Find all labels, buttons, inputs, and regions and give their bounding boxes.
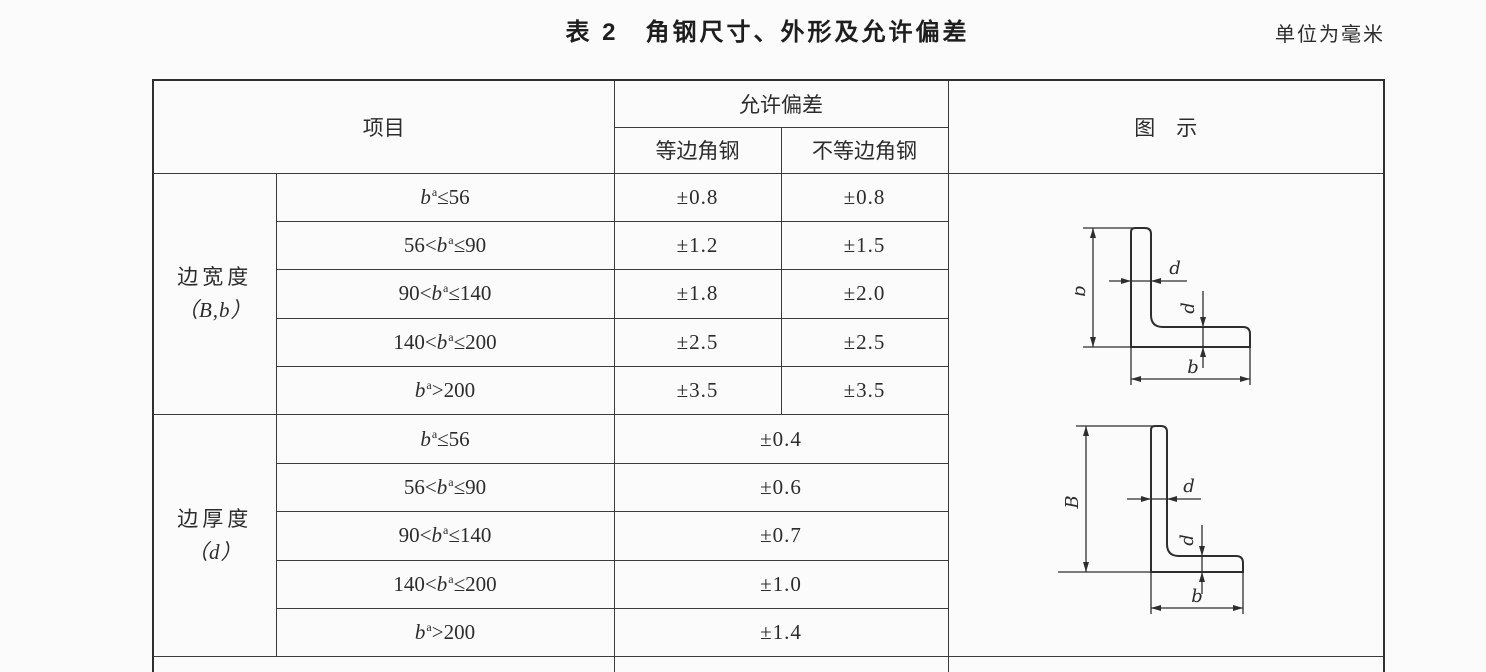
angle-profile-outline — [1129, 226, 1251, 348]
dimension-arrows — [1082, 425, 1243, 611]
range-cell: 140<ba≤200 — [275, 317, 615, 368]
range-cell: 140<ba≤200 — [275, 559, 615, 610]
header-deviation: 允许偏差 — [613, 79, 949, 128]
angle-steel-tolerance-table: 项目 允许偏差 图 示 等边角钢 不等边角钢 边宽度 （B,b） ba≤56 ±… — [152, 79, 1385, 672]
unequal-angle-section-diagram: B d d b — [1057, 424, 1244, 614]
table-row: 边厚度 （d） ba≤56 ±0.4 — [152, 414, 1384, 658]
partial-cell — [947, 656, 1385, 672]
deviation-unequal-cell: ±1.5 — [780, 220, 949, 271]
range-cell: 56<ba≤90 — [275, 462, 615, 513]
range-cell: 90<ba≤140 — [275, 269, 615, 319]
table-row-partial — [152, 656, 1385, 672]
range-cell: ba>200 — [275, 608, 615, 658]
illustration-cell: b d d b — [947, 172, 1385, 658]
unit-note: 单位为毫米 — [1275, 24, 1385, 46]
range-cell: 90<ba≤140 — [275, 511, 615, 561]
deviation-equal-cell: ±1.8 — [613, 269, 782, 319]
table-row: 140<ba≤200 ±2.5 ±2.5 — [153, 317, 1384, 368]
dim-label-b-left: b — [1075, 285, 1090, 297]
partial-cell — [613, 656, 949, 672]
deviation-equal-cell: ±3.5 — [613, 366, 782, 416]
deviation-equal-cell: ±0.8 — [613, 172, 782, 222]
deviation-cell: ±0.7 — [613, 511, 949, 561]
deviation-cell: ±0.6 — [613, 462, 949, 513]
header-equal-angle: 等边角钢 — [613, 126, 782, 174]
equal-angle-section-diagram: b d d b — [1075, 226, 1251, 385]
dim-label-d-web: d — [1183, 476, 1195, 497]
dim-label-d-flange: d — [1177, 534, 1198, 546]
table-row: 56<ba≤90 ±0.6 — [153, 462, 1384, 513]
header-illustration: 图 示 — [947, 79, 1385, 174]
header-unequal-angle: 不等边角钢 — [780, 126, 949, 174]
table-row: 90<ba≤140 ±1.8 ±2.0 — [153, 269, 1384, 319]
deviation-cell: ±1.0 — [613, 559, 949, 610]
range-cell: ba≤56 — [275, 414, 615, 464]
table-row: 140<ba≤200 ±1.0 — [153, 559, 1384, 610]
deviation-unequal-cell: ±3.5 — [780, 366, 949, 416]
range-cell: ba≤56 — [275, 172, 615, 222]
dim-label-d-web: d — [1169, 258, 1181, 279]
group-label-edge-width: 边宽度 （B,b） — [152, 172, 277, 416]
group-label-symbols: （d） — [187, 539, 243, 564]
group-label-text: 边宽度 — [177, 265, 253, 290]
table-row: ba>200 ±1.4 — [153, 608, 1384, 658]
partial-cell — [152, 656, 615, 672]
dimension-arrows — [1089, 227, 1250, 382]
dim-label-b-bottom: b — [1191, 586, 1203, 607]
header-item: 项目 — [152, 79, 615, 174]
table-row: 边宽度 （B,b） ba≤56 ±0.8 ±0.8 — [152, 172, 1385, 658]
group-label-edge-thickness: 边厚度 （d） — [152, 414, 277, 658]
deviation-equal-cell: ±1.2 — [613, 220, 782, 271]
deviation-unequal-cell: ±2.0 — [780, 269, 949, 319]
group-label-text: 边厚度 — [177, 507, 253, 532]
deviation-equal-cell: ±2.5 — [613, 317, 782, 368]
deviation-unequal-cell: ±2.5 — [780, 317, 949, 368]
deviation-cell: ±1.4 — [613, 608, 949, 658]
group-label-symbols: （B,b） — [176, 297, 253, 322]
table-row: 56<ba≤90 ±1.2 ±1.5 — [153, 220, 1384, 271]
dimension-lines — [1082, 227, 1251, 385]
dimension-lines — [1057, 425, 1244, 614]
dim-label-b-bottom: b — [1187, 357, 1199, 378]
page-title: 表 2 角钢尺寸、外形及允许偏差 — [565, 19, 970, 46]
deviation-cell: ±0.4 — [613, 414, 949, 464]
table-row: 90<ba≤140 ±0.7 — [153, 511, 1384, 561]
deviation-unequal-cell: ±0.8 — [780, 172, 949, 222]
range-cell: 56<ba≤90 — [275, 220, 615, 271]
dim-label-B-left: B — [1062, 495, 1083, 509]
range-cell: ba>200 — [275, 366, 615, 416]
dim-label-d-flange: d — [1178, 302, 1199, 314]
diagram-stack: b d d b — [949, 206, 1383, 624]
